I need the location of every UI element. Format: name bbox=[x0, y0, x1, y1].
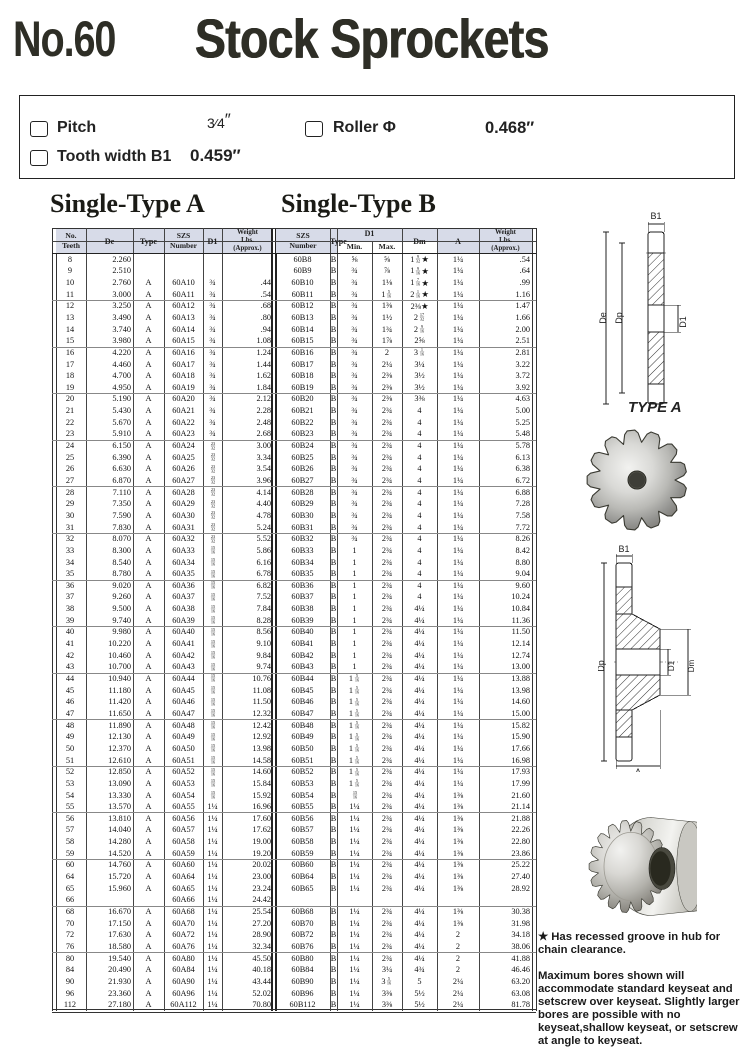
svg-text:D1: D1 bbox=[678, 316, 688, 328]
svg-text:De: De bbox=[598, 312, 608, 324]
svg-text:B1: B1 bbox=[618, 544, 629, 554]
svg-text:TYPE A: TYPE A bbox=[628, 399, 682, 413]
svg-text:B1: B1 bbox=[650, 211, 661, 221]
svg-text:Dm: Dm bbox=[687, 659, 696, 672]
svg-text:Dp: Dp bbox=[598, 660, 606, 672]
svg-text:A: A bbox=[635, 767, 641, 772]
svg-text:D1: D1 bbox=[667, 660, 676, 671]
svg-text:Dp: Dp bbox=[614, 312, 624, 324]
